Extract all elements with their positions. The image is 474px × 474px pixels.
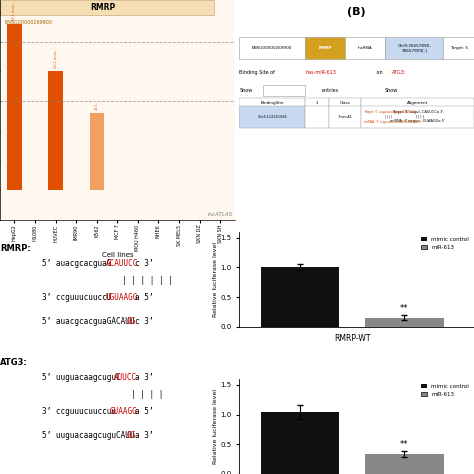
Text: | | | |: | | | | bbox=[131, 390, 164, 399]
Bar bbox=[261, 411, 339, 474]
Text: 5’ auacgcacguaG: 5’ auacgcacguaG bbox=[42, 259, 111, 268]
Text: Binding Site of: Binding Site of bbox=[239, 70, 277, 75]
Text: ATG3:: ATG3: bbox=[0, 358, 28, 367]
X-axis label: Cell lines: Cell lines bbox=[101, 252, 133, 258]
FancyBboxPatch shape bbox=[385, 37, 444, 59]
Text: 3’ ccguuucuuccuu: 3’ ccguuucuuccuu bbox=[42, 407, 116, 416]
Bar bbox=[261, 267, 339, 327]
Y-axis label: Relative luciferase level: Relative luciferase level bbox=[213, 242, 218, 317]
Text: UGUAAGG: UGUAAGG bbox=[106, 292, 138, 301]
FancyBboxPatch shape bbox=[305, 37, 345, 59]
FancyBboxPatch shape bbox=[444, 37, 474, 59]
Text: GG: GG bbox=[127, 317, 136, 326]
Text: ENSG00000269900: ENSG00000269900 bbox=[252, 46, 292, 50]
Text: 3’ ccguuucuuccU: 3’ ccguuucuuccU bbox=[42, 292, 111, 301]
Text: Target: 5' uugu...CAUUCCa 3'
    | | | |
miRNA: 3' ccguu...GUAAGGa 5': Target: 5' uugu...CAUUCCa 3' | | | | miR… bbox=[390, 110, 445, 123]
Text: Show: Show bbox=[239, 88, 253, 93]
Text: 5’ uuguacaagcuguC: 5’ uuguacaagcuguC bbox=[42, 373, 121, 382]
FancyBboxPatch shape bbox=[263, 85, 305, 96]
Text: GUAAGG: GUAAGG bbox=[110, 407, 137, 416]
FancyBboxPatch shape bbox=[328, 98, 361, 109]
Text: entries: entries bbox=[321, 88, 338, 93]
Legend: mimic control, miR-613: mimic control, miR-613 bbox=[419, 235, 471, 252]
Text: RMRP: RMRP bbox=[319, 46, 332, 50]
Text: Target: 5: Target: 5 bbox=[450, 46, 468, 50]
Text: a 3’: a 3’ bbox=[135, 431, 154, 440]
Text: **: ** bbox=[400, 304, 409, 313]
Text: ACAUUCC: ACAUUCC bbox=[106, 259, 138, 268]
Text: has-miR-613: has-miR-613 bbox=[305, 70, 336, 75]
Text: a 3’: a 3’ bbox=[135, 373, 154, 382]
Text: 1: 1 bbox=[316, 101, 318, 106]
Text: lncATLAS: lncATLAS bbox=[208, 212, 233, 217]
Text: ATG3:: ATG3: bbox=[392, 70, 406, 75]
Text: Class: Class bbox=[339, 101, 350, 106]
Text: BindingSite: BindingSite bbox=[260, 101, 284, 106]
Text: Alignment: Alignment bbox=[407, 101, 428, 106]
Text: (B): (B) bbox=[347, 7, 366, 17]
Text: 28.1 nmo...: 28.1 nmo... bbox=[12, 0, 17, 21]
FancyBboxPatch shape bbox=[305, 106, 328, 128]
Text: GG: GG bbox=[127, 431, 136, 440]
Text: 5’ uuguacaagcuguCAUU: 5’ uuguacaagcuguCAUU bbox=[42, 431, 135, 440]
Text: RMRP:: RMRP: bbox=[0, 244, 31, 253]
Text: a 5’: a 5’ bbox=[135, 407, 154, 416]
Text: AUUCC: AUUCC bbox=[114, 373, 137, 382]
Text: c 3’: c 3’ bbox=[135, 259, 154, 268]
Text: 5’ auacgcacguaGACAUU: 5’ auacgcacguaGACAUU bbox=[42, 317, 135, 326]
Text: 7mer-A1: 7mer-A1 bbox=[337, 115, 352, 118]
Text: lncRNA: lncRNA bbox=[357, 46, 372, 50]
Text: c 3’: c 3’ bbox=[135, 317, 154, 326]
Bar bbox=[365, 318, 444, 327]
FancyBboxPatch shape bbox=[361, 98, 474, 109]
FancyBboxPatch shape bbox=[345, 37, 385, 59]
Y-axis label: Relative luciferase level: Relative luciferase level bbox=[213, 389, 218, 464]
Text: 20.1 nmo...: 20.1 nmo... bbox=[54, 48, 57, 68]
Text: **: ** bbox=[400, 440, 409, 449]
Text: miRNA: 3' ccguuucuuccuuGUAAGGa 5': miRNA: 3' ccguuucuuccuuGUAAGGa 5' bbox=[364, 120, 421, 124]
Text: Chr3:112251585: Chr3:112251585 bbox=[257, 115, 287, 118]
Text: ENSG00000269900: ENSG00000269900 bbox=[4, 20, 52, 25]
Bar bbox=[48, 72, 63, 191]
FancyBboxPatch shape bbox=[239, 106, 305, 128]
Text: on: on bbox=[375, 70, 384, 75]
Text: Target: 5' uuguacaagcuguCAUUCCa 3': Target: 5' uuguacaagcuguCAUUCCa 3' bbox=[364, 110, 420, 114]
Legend: mimic control, miR-613: mimic control, miR-613 bbox=[419, 382, 471, 399]
Text: | | | |: | | | | bbox=[385, 115, 392, 118]
Bar bbox=[365, 455, 444, 474]
Text: | | | | | |: | | | | | | bbox=[122, 276, 173, 285]
FancyBboxPatch shape bbox=[305, 98, 328, 109]
Text: RMRP: RMRP bbox=[90, 3, 116, 12]
FancyBboxPatch shape bbox=[239, 37, 305, 59]
Text: 13.1..: 13.1.. bbox=[95, 100, 99, 110]
FancyBboxPatch shape bbox=[328, 106, 361, 128]
FancyBboxPatch shape bbox=[0, 0, 214, 15]
Bar bbox=[90, 113, 104, 191]
Bar bbox=[7, 24, 22, 191]
Text: Show: Show bbox=[385, 88, 398, 93]
FancyBboxPatch shape bbox=[239, 98, 305, 109]
Text: Chr9:35657890-
35657909[-]: Chr9:35657890- 35657909[-] bbox=[397, 44, 431, 53]
Text: a 5’: a 5’ bbox=[135, 292, 154, 301]
FancyBboxPatch shape bbox=[361, 106, 474, 128]
